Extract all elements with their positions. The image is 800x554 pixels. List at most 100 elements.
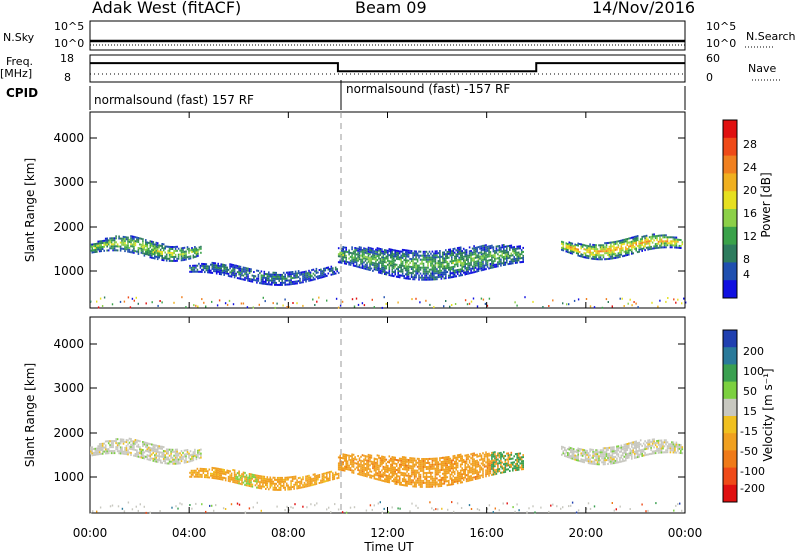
echo-cell (232, 266, 234, 268)
echo-cell (464, 251, 466, 254)
echo-cell (433, 278, 435, 281)
echo-cell (103, 446, 105, 449)
echo-cell (507, 255, 510, 258)
echo-cell (678, 246, 681, 249)
echo-cell (391, 256, 394, 259)
echo-cell (464, 253, 466, 256)
echo-cell (259, 481, 261, 484)
echo-cell (410, 258, 413, 261)
echo-cell (321, 481, 324, 484)
echo-cell (235, 266, 237, 269)
echo-cell (459, 272, 462, 275)
echo-cell (182, 247, 184, 250)
echo-cell (242, 278, 245, 281)
echo-cell (201, 475, 203, 478)
echo-cell (314, 278, 316, 281)
echo-cell (360, 250, 362, 253)
echo-cell (404, 269, 407, 272)
echo-cell (449, 477, 452, 480)
echo-cell (275, 273, 277, 276)
echo-cell (139, 440, 141, 443)
echo-cell (631, 242, 633, 245)
echo-cell (197, 254, 199, 257)
echo-cell (394, 466, 396, 469)
echo-cell (589, 462, 591, 465)
echo-cell (488, 474, 490, 477)
vel-cbar-tick-m100: -100 (740, 465, 765, 478)
echo-cell (158, 252, 160, 255)
echo-cell (136, 441, 138, 444)
echo-cell (397, 467, 399, 470)
echo-cell (422, 468, 425, 470)
ground-speckle (665, 300, 667, 303)
echo-cell (581, 460, 584, 463)
echo-cell (340, 247, 343, 250)
echo-cell (479, 247, 481, 250)
echo-cell (480, 265, 483, 268)
echo-cell (625, 240, 627, 243)
echo-cell (451, 250, 453, 253)
echo-cell (437, 483, 440, 486)
echo-cell (379, 249, 382, 252)
echo-cell (382, 256, 385, 259)
echo-cell (361, 261, 364, 263)
echo-cell (477, 463, 480, 466)
echo-cell (593, 244, 596, 246)
echo-cell (477, 256, 480, 259)
echo-cell (512, 258, 514, 261)
echo-cell (415, 461, 417, 464)
echo-cell (665, 236, 667, 239)
echo-cell (459, 248, 462, 251)
echo-cell (337, 247, 340, 250)
echo-cell (268, 283, 270, 286)
echo-cell (605, 455, 608, 458)
echo-cell (407, 462, 410, 465)
echo-cell (492, 246, 495, 249)
echo-cell (410, 461, 413, 464)
echo-cell (379, 461, 382, 464)
echo-cell (376, 474, 379, 477)
echo-cell (578, 251, 581, 253)
echo-cell (173, 246, 175, 248)
echo-cell (461, 250, 463, 253)
echo-cell (284, 277, 286, 280)
echo-cell (185, 250, 187, 253)
echo-cell (404, 462, 407, 465)
echo-cell (602, 457, 605, 460)
echo-cell (434, 272, 437, 275)
echo-cell (503, 252, 505, 254)
echo-cell (375, 477, 377, 480)
echo-cell (418, 270, 420, 273)
echo-cell (376, 478, 379, 481)
echo-cell (241, 278, 243, 281)
echo-cell (449, 469, 452, 472)
echo-cell (412, 459, 414, 462)
echo-cell (489, 472, 492, 475)
nsearch-tick-bottom: 10^0 (706, 37, 737, 50)
echo-cell (318, 482, 321, 484)
echo-cell (299, 480, 301, 483)
echo-cell (648, 246, 651, 249)
echo-cell (439, 457, 441, 460)
echo-cell (361, 263, 364, 265)
echo-cell (458, 274, 460, 277)
echo-cell (143, 457, 146, 460)
echo-cell (200, 448, 202, 451)
echo-cell (236, 271, 239, 274)
echo-cell (474, 466, 477, 468)
echo-cell (294, 477, 297, 480)
echo-cell (468, 252, 471, 255)
echo-cell (235, 477, 237, 480)
echo-cell (134, 244, 137, 247)
echo-cell (404, 259, 407, 262)
echo-cell (265, 281, 267, 283)
echo-cell (471, 271, 474, 274)
echo-cell (282, 482, 285, 485)
echo-cell (567, 247, 569, 249)
echo-cell (293, 477, 295, 480)
echo-cell (645, 246, 648, 249)
echo-cell (382, 270, 385, 273)
echo-cell (602, 455, 605, 458)
echo-cell (198, 451, 201, 454)
echo-cell (185, 449, 187, 452)
